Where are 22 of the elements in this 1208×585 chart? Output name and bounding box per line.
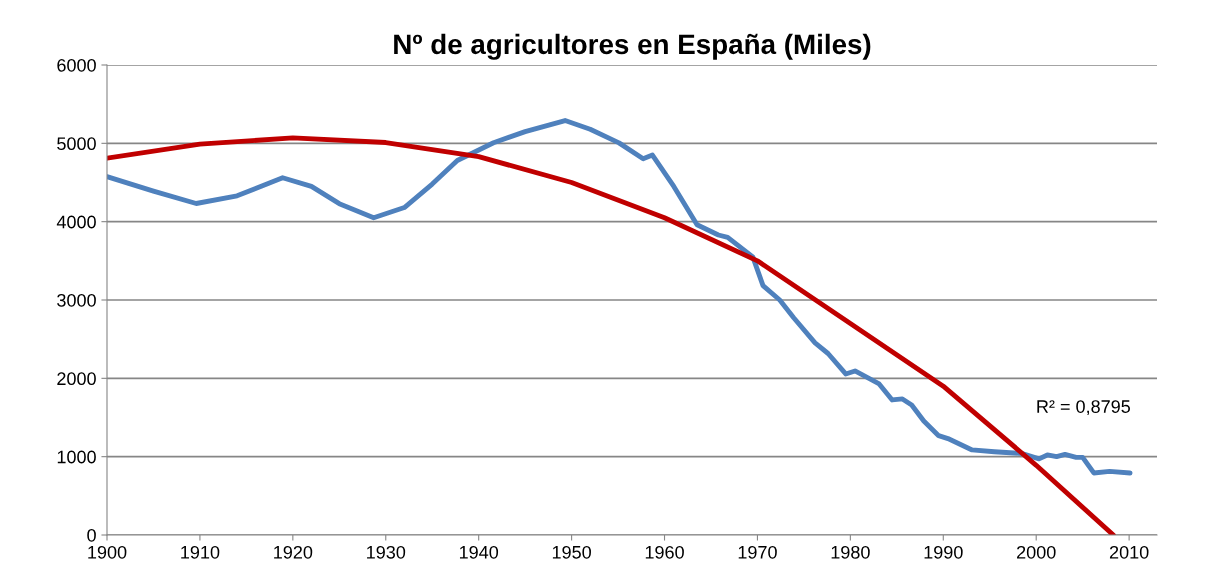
- x-tick-label: 1900: [88, 545, 127, 559]
- x-tick-label: 1990: [924, 545, 963, 559]
- x-tick-label: 1940: [459, 545, 499, 559]
- x-tick-label: 1910: [181, 545, 220, 559]
- x-tick-label: 1920: [274, 545, 313, 559]
- y-tick-label: 2000: [57, 372, 96, 386]
- x-tick-label: 1980: [831, 545, 870, 559]
- y-tick-label: 6000: [57, 58, 96, 72]
- y-tick-label: 1000: [57, 450, 96, 464]
- x-tick-label: 1930: [367, 545, 406, 559]
- y-tick-label: 0: [87, 528, 96, 542]
- x-tick-label: 2000: [1017, 545, 1056, 559]
- y-tick-label: 5000: [57, 137, 96, 151]
- annotation: R² = 0,8795: [1037, 400, 1130, 416]
- x-tick-label: 1960: [645, 545, 684, 559]
- chart-title: Nº de agricultores en España (Miles): [394, 33, 871, 60]
- y-tick-label: 3000: [57, 293, 96, 307]
- line-series: [107, 118, 1133, 476]
- x-tick-label: 1950: [552, 545, 591, 559]
- x-tick-label: 1970: [738, 545, 777, 559]
- x-tick-label: 2010: [1109, 545, 1149, 559]
- y-tick-label: 4000: [56, 215, 96, 229]
